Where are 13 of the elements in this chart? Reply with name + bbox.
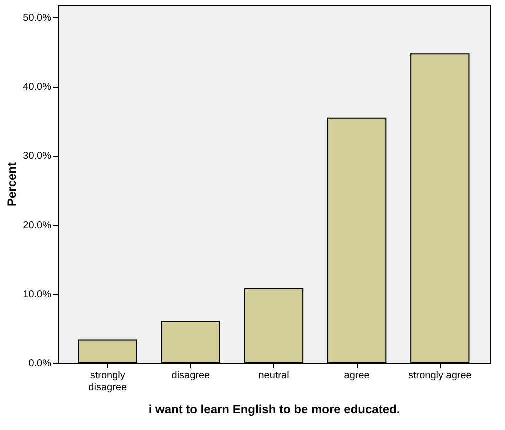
x-tick-label: strongly disagree [88, 370, 128, 394]
x-tick-label: agree [344, 370, 370, 382]
x-tick-label: strongly agree [408, 370, 472, 382]
x-tick-label: neutral [258, 370, 290, 382]
y-axis-title: Percent [5, 162, 20, 207]
x-tick-label: disagree [172, 370, 211, 382]
y-tick-label: 0.0% [28, 358, 52, 370]
y-tick-label: 30.0% [23, 151, 52, 162]
y-tick-label: 40.0% [23, 82, 52, 94]
y-tick-label: 10.0% [23, 289, 52, 300]
y-tick-label: 20.0% [23, 220, 52, 232]
y-tick-label: 50.0% [23, 12, 52, 24]
x-axis-title: i want to learn English to be more educated. [148, 402, 400, 416]
